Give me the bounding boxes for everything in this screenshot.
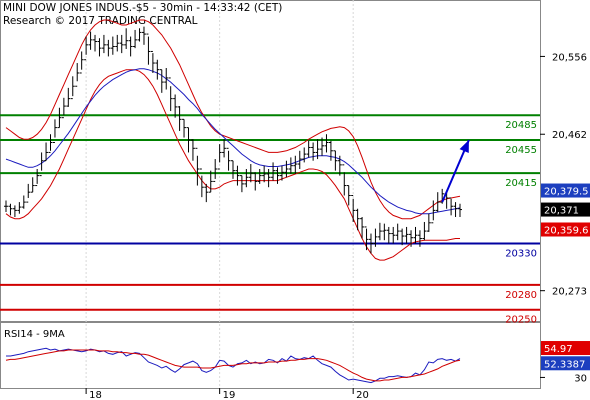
- rsi-panel-label: RSI14 - 9MA: [4, 329, 65, 340]
- level-label: 20280: [505, 290, 537, 301]
- rsi-y-tick-label: 30: [574, 373, 587, 384]
- ma-value-tag-label: 20,379.5: [544, 187, 589, 198]
- bollinger-value-tag-label: 20,359.6: [544, 225, 589, 236]
- last-price-tag: [541, 202, 590, 217]
- rsi-ma-value-tag-label: 54.97: [544, 344, 573, 355]
- ma-value-tag: [541, 183, 590, 198]
- level-label: 20250: [505, 315, 537, 326]
- bollinger-upper-line: [5, 19, 461, 220]
- rsi-value-tag-label: 52.3387: [544, 359, 585, 370]
- bollinger-lower-line: [5, 69, 460, 261]
- x-tick-label: 19: [223, 390, 236, 400]
- rsi-value-tag: [541, 356, 590, 371]
- level-label: 20415: [505, 178, 537, 189]
- y-tick-label: 20,462: [552, 130, 587, 141]
- last-price-tag-label: 20,371: [544, 206, 579, 217]
- level-label: 20485: [505, 120, 537, 131]
- y-tick-label: 20,556: [552, 52, 587, 63]
- level-label: 20330: [505, 249, 537, 260]
- y-tick-label: 20,273: [552, 287, 587, 298]
- moving-average-line: [5, 68, 461, 215]
- price-panel-frame: [0, 0, 541, 322]
- chart-title: MINI DOW JONES INDUS.-$5 - 30min - 14:33…: [3, 2, 283, 14]
- bollinger-value-tag: [541, 222, 590, 237]
- rsi-panel-frame: [0, 322, 541, 389]
- rsi-ma-line: [5, 349, 461, 382]
- rsi-ma-value-tag: [541, 341, 590, 356]
- level-label: 20455: [505, 145, 537, 156]
- forecast-arrow-head: [459, 140, 469, 154]
- x-tick-label: 20: [356, 390, 369, 400]
- x-tick-label: 18: [89, 390, 102, 400]
- rsi-line: [6, 347, 461, 384]
